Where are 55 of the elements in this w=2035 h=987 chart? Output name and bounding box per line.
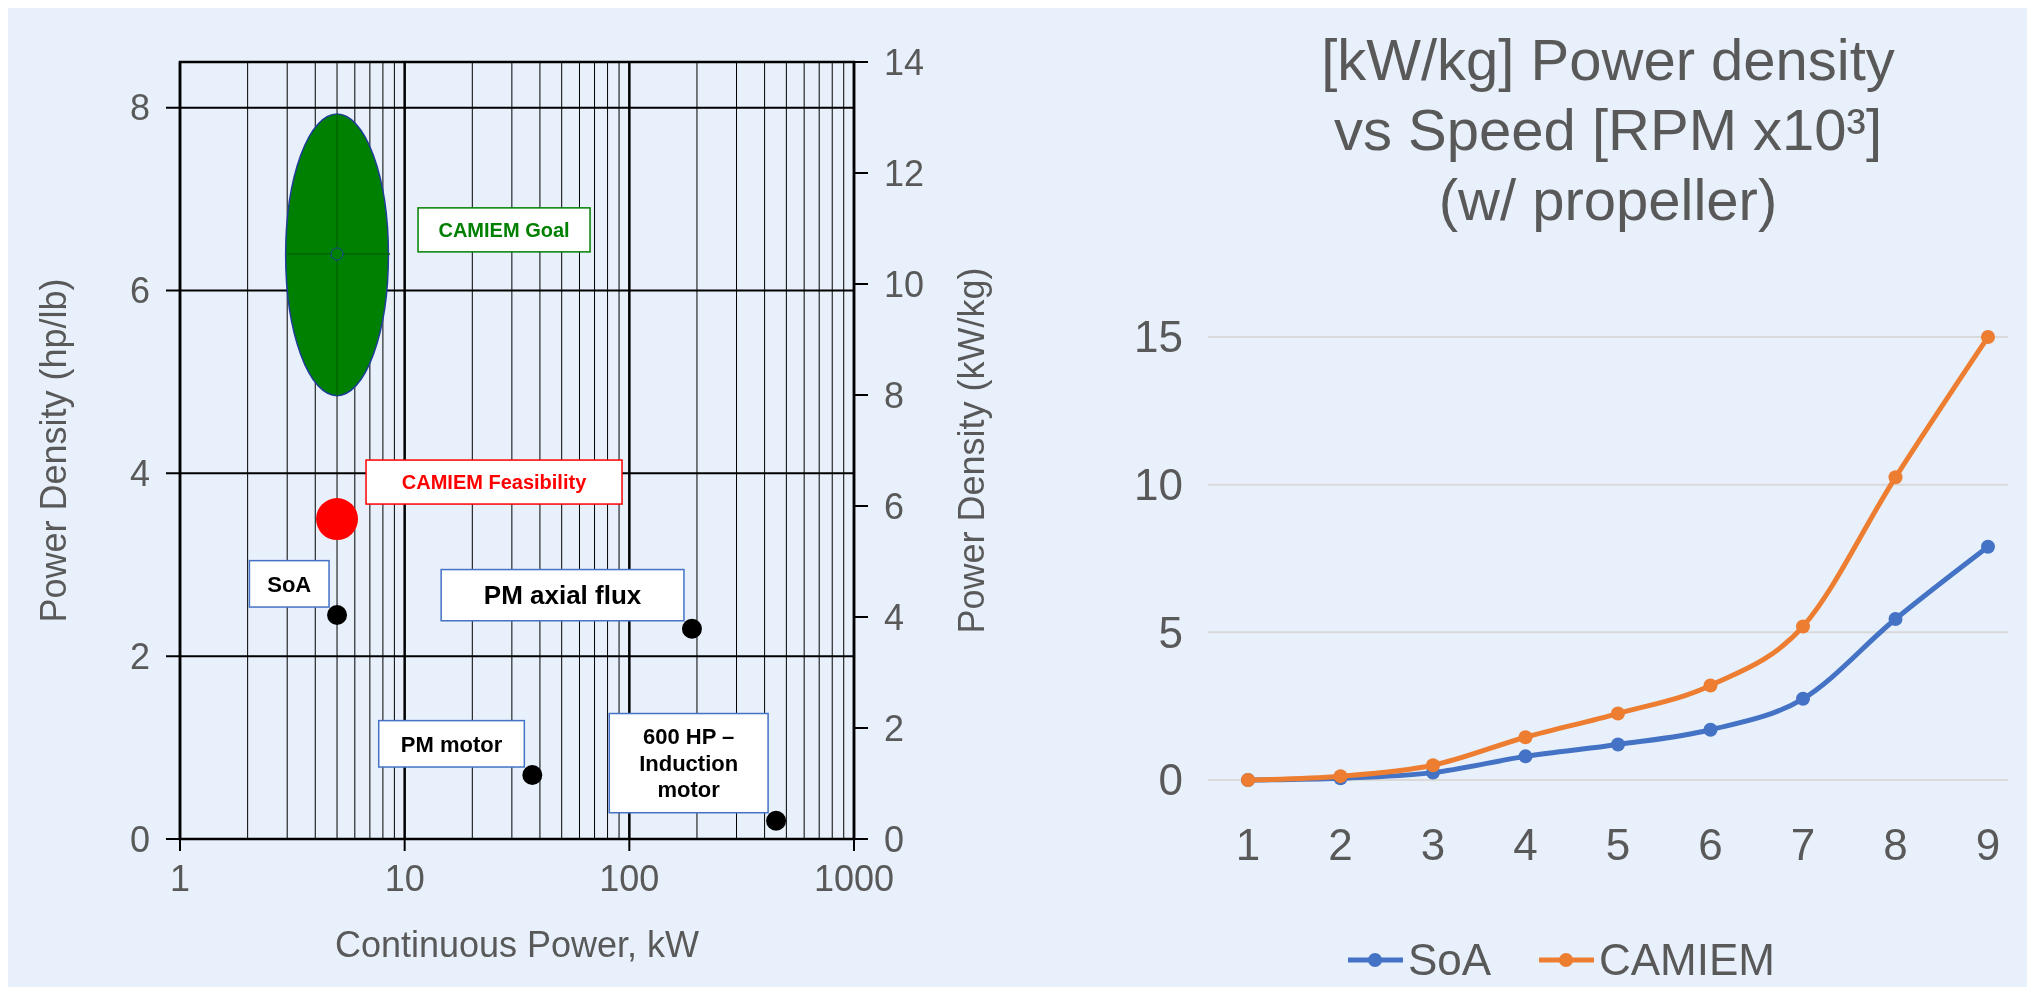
point xyxy=(1888,470,1903,485)
annotation: PM axial flux xyxy=(483,580,642,611)
annotation: 600 HP – Induction motor xyxy=(639,724,739,803)
y2-tick-label: 4 xyxy=(884,596,905,638)
point xyxy=(1518,749,1533,764)
point xyxy=(1796,691,1810,706)
y-tick-label: 0 xyxy=(129,818,150,860)
y-tick-label: 8 xyxy=(129,87,150,129)
x-tick-label: 5 xyxy=(1605,820,1631,869)
legend-label: SoA xyxy=(1408,935,1492,985)
point xyxy=(1611,706,1625,721)
y2-tick-label: 12 xyxy=(884,152,925,194)
x-tick-label: 3 xyxy=(1420,820,1446,869)
x-tick-label: 2 xyxy=(1328,820,1353,869)
chart-title: [kW/kg] Power density vs Speed [RPM x10³] (w/ propeller) xyxy=(1321,27,1895,232)
annotation: SoA xyxy=(267,571,312,597)
x-tick-label: 9 xyxy=(1975,820,2001,869)
point xyxy=(1981,330,1995,344)
legend-label: CAMIEM xyxy=(1599,935,1775,985)
x-tick-label: 100 xyxy=(599,858,660,899)
y-tick-label: 0 xyxy=(1158,755,1183,805)
y2-tick-label: 0 xyxy=(884,818,905,860)
x-tick-label: 8 xyxy=(1883,820,1908,869)
y-tick-label: 4 xyxy=(129,452,150,494)
y2-tick-label: 10 xyxy=(884,263,925,305)
x-tick-label: 1 xyxy=(169,858,191,899)
point xyxy=(1518,730,1533,745)
point xyxy=(1703,678,1718,693)
y-tick-label: 2 xyxy=(129,635,150,677)
x-tick-label: 4 xyxy=(1513,820,1538,869)
y-tick-label: 5 xyxy=(1158,607,1183,657)
y2-tick-label: 8 xyxy=(884,374,905,416)
y-tick-label: 15 xyxy=(1134,312,1183,362)
point xyxy=(1426,758,1440,773)
x-axis-title: Continuous Power, kW xyxy=(334,924,700,965)
annotation: PM motor xyxy=(400,731,503,757)
y2-tick-label: 6 xyxy=(884,485,905,527)
x-tick-label: 1000 xyxy=(813,858,895,899)
point xyxy=(1981,539,1995,554)
x-tick-label: 10 xyxy=(384,858,425,899)
y-tick-label: 6 xyxy=(129,270,150,312)
point xyxy=(1611,737,1625,752)
point xyxy=(1888,612,1903,627)
y2-tick-label: 2 xyxy=(884,707,905,749)
text: CAMIEM Feasibility xyxy=(401,471,588,494)
x-tick-label: 6 xyxy=(1698,820,1723,869)
text: CAMIEM Goal xyxy=(438,218,570,241)
y-tick-label: 10 xyxy=(1134,460,1183,510)
x-tick-label: 1 xyxy=(1235,820,1261,869)
y2-axis-title: Power Density (kW/kg) xyxy=(951,267,992,634)
point xyxy=(1703,722,1718,737)
y-axis-title: Power Density (hp/lb) xyxy=(33,278,74,623)
x-tick-label: 7 xyxy=(1790,820,1816,869)
y2-tick-label: 14 xyxy=(884,41,925,83)
point xyxy=(1796,619,1810,634)
